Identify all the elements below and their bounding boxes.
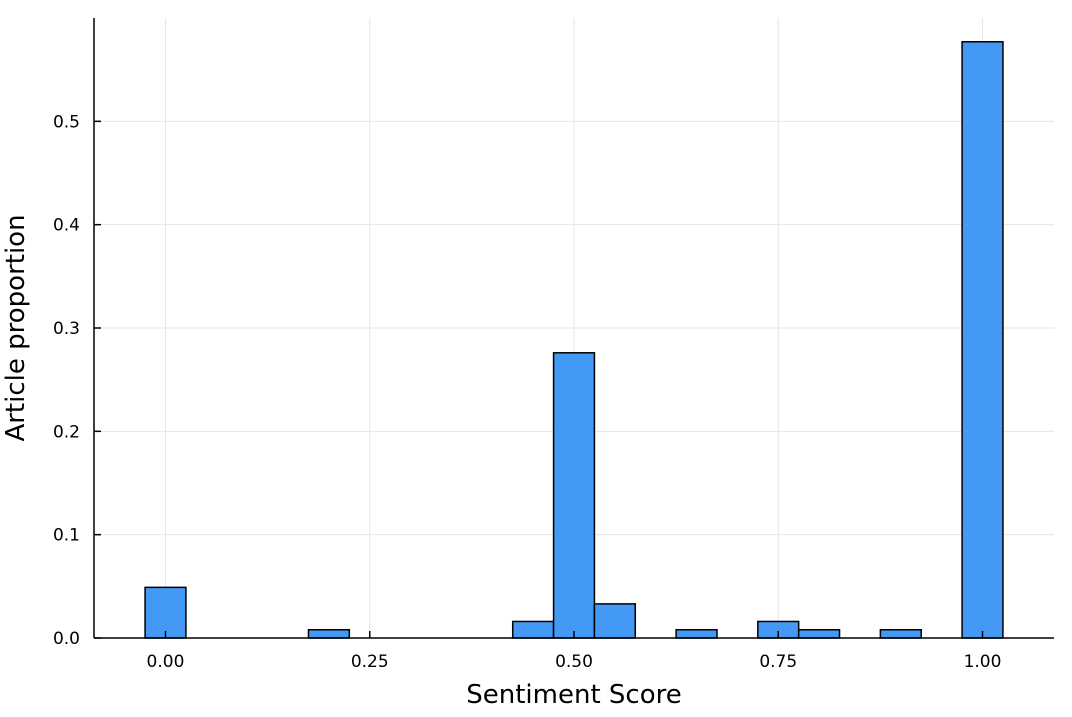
- histogram-bar: [593, 603, 637, 639]
- histogram-bar: [961, 41, 1004, 639]
- x-tick-label: 0.25: [351, 652, 389, 672]
- y-tick-label: 0.2: [53, 422, 80, 442]
- ticks: 0.00 0.25 0.50 0.75 1.00 0.0 0.1 0.2 0.3 0.4 0.5: [53, 112, 1001, 672]
- x-tick-label: 0.00: [147, 652, 185, 672]
- y-tick-label: 0.1: [53, 526, 80, 546]
- histogram-bar: [144, 586, 187, 639]
- histogram-bar: [552, 352, 596, 639]
- x-tick-label: 0.75: [759, 652, 797, 672]
- y-tick-label: 0.4: [53, 216, 80, 236]
- histogram-bar: [879, 628, 922, 639]
- histogram-bar: [307, 628, 351, 639]
- x-tick-label: 0.50: [555, 652, 593, 672]
- x-axis-label: Sentiment Score: [466, 680, 681, 710]
- y-tick-label: 0.0: [53, 629, 80, 649]
- y-tick-label: 0.5: [53, 112, 80, 132]
- y-axis-label: Article proportion: [1, 214, 31, 441]
- y-tick-label: 0.3: [53, 319, 80, 339]
- histogram-bar: [797, 628, 841, 639]
- histogram-bar: [511, 620, 555, 639]
- histogram-bar: [675, 628, 718, 639]
- bars: [144, 41, 1004, 639]
- x-tick-label: 1.00: [964, 652, 1002, 672]
